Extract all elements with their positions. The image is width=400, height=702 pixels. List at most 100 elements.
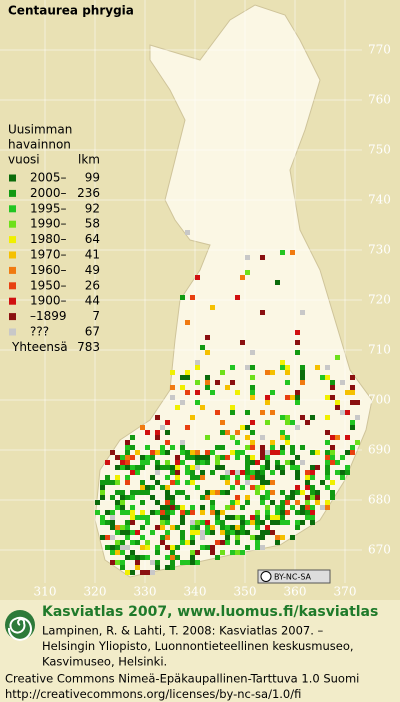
record-square (195, 550, 200, 555)
record-square (305, 500, 310, 505)
record-square (145, 555, 150, 560)
record-square (190, 505, 195, 510)
record-square (200, 530, 205, 535)
footer-heading: Kasviatlas 2007, www.luomus.fi/kasviatla… (42, 604, 378, 620)
record-square (250, 385, 255, 390)
record-square (295, 475, 300, 480)
record-square (250, 395, 255, 400)
record-square (275, 465, 280, 470)
record-square (180, 385, 185, 390)
record-square (285, 520, 290, 525)
record-square (185, 370, 190, 375)
record-square (110, 550, 115, 555)
record-square (115, 550, 120, 555)
record-square (265, 370, 270, 375)
record-square (225, 490, 230, 495)
record-square (240, 425, 245, 430)
record-square (270, 480, 275, 485)
record-square (140, 510, 145, 515)
record-square (210, 510, 215, 515)
record-square (165, 450, 170, 455)
record-square (290, 505, 295, 510)
record-square (195, 360, 200, 365)
record-square (140, 500, 145, 505)
record-square (175, 470, 180, 475)
record-square (180, 520, 185, 525)
legend-label: 1950– (30, 278, 67, 292)
record-square (195, 460, 200, 465)
record-square (230, 505, 235, 510)
record-square (170, 445, 175, 450)
record-square (185, 320, 190, 325)
record-square (145, 430, 150, 435)
legend-swatch (9, 189, 16, 197)
record-square (255, 485, 260, 490)
record-square (295, 390, 300, 395)
record-square (350, 375, 355, 380)
logo-spiral (7, 616, 32, 641)
record-square (110, 510, 115, 515)
record-square (185, 375, 190, 380)
legend-swatch (9, 266, 16, 274)
record-square (235, 455, 240, 460)
license-line: Creative Commons Nimeä-Epäkaupallinen-Ta… (5, 672, 359, 686)
record-square (180, 535, 185, 540)
record-square (310, 495, 315, 500)
record-square (165, 465, 170, 470)
record-square (120, 490, 125, 495)
record-square (140, 555, 145, 560)
record-square (300, 415, 305, 420)
record-square (110, 525, 115, 530)
record-square (150, 455, 155, 460)
record-square (185, 425, 190, 430)
record-square (295, 425, 300, 430)
record-square (150, 510, 155, 515)
legend-label: 1980– (30, 232, 67, 246)
record-square (345, 410, 350, 415)
record-square (235, 540, 240, 545)
record-square (285, 370, 290, 375)
record-square (265, 495, 270, 500)
record-square (115, 545, 120, 550)
record-square (130, 435, 135, 440)
record-square (350, 445, 355, 450)
legend-count: 26 (85, 278, 100, 292)
record-square (210, 530, 215, 535)
record-square (275, 535, 280, 540)
record-square (265, 510, 270, 515)
record-square (150, 530, 155, 535)
record-square (280, 430, 285, 435)
record-square (215, 520, 220, 525)
record-square (255, 490, 260, 495)
record-square (195, 455, 200, 460)
record-square (195, 465, 200, 470)
record-square (330, 445, 335, 450)
record-square (185, 470, 190, 475)
record-square (130, 505, 135, 510)
record-square (215, 465, 220, 470)
record-square (325, 470, 330, 475)
record-square (225, 455, 230, 460)
record-square (185, 230, 190, 235)
record-square (150, 475, 155, 480)
record-square (170, 525, 175, 530)
record-square (170, 495, 175, 500)
record-square (145, 520, 150, 525)
record-square (250, 420, 255, 425)
record-square (250, 515, 255, 520)
record-square (155, 565, 160, 570)
citation-line: Kasvimuseo, Helsinki. (42, 655, 167, 669)
record-square (250, 485, 255, 490)
record-square (215, 510, 220, 515)
record-square (300, 365, 305, 370)
record-square (270, 450, 275, 455)
record-square (215, 555, 220, 560)
record-square (130, 510, 135, 515)
record-square (95, 500, 100, 505)
record-square (140, 485, 145, 490)
record-square (245, 410, 250, 415)
record-square (125, 530, 130, 535)
record-square (105, 535, 110, 540)
record-square (170, 550, 175, 555)
record-square (125, 510, 130, 515)
